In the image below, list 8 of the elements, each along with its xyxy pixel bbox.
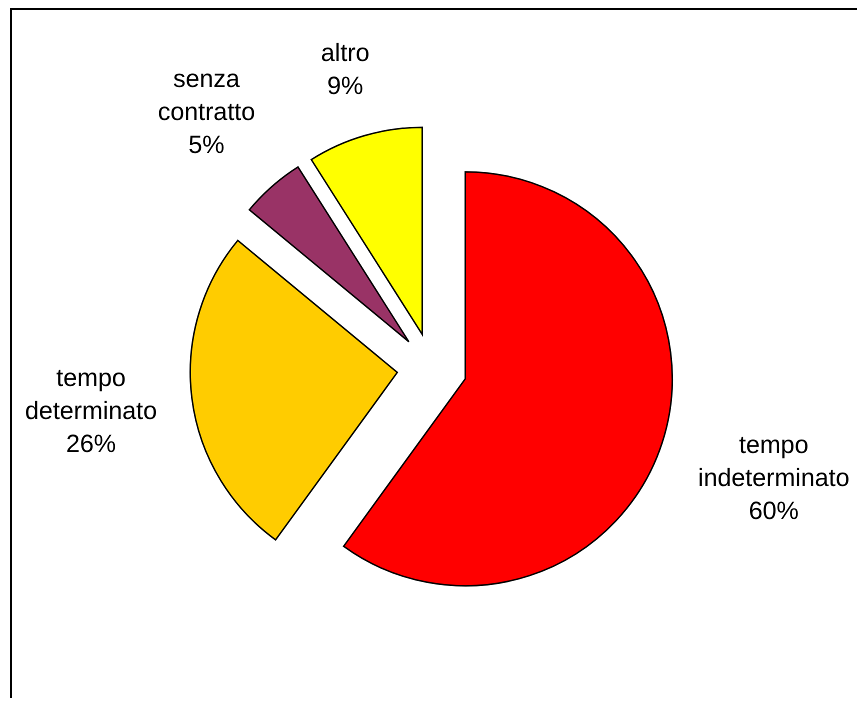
data-label: 26% — [65, 428, 118, 460]
data-label: 60% — [748, 496, 800, 528]
data-label: 9% — [326, 70, 364, 102]
slice-label: altro — [320, 38, 370, 69]
data-label: 5% — [187, 130, 226, 161]
slice-label: tempo determinato — [25, 362, 158, 427]
slice-label: tempo indeterminato — [698, 430, 850, 494]
slice-label: senza contratto — [158, 64, 256, 128]
